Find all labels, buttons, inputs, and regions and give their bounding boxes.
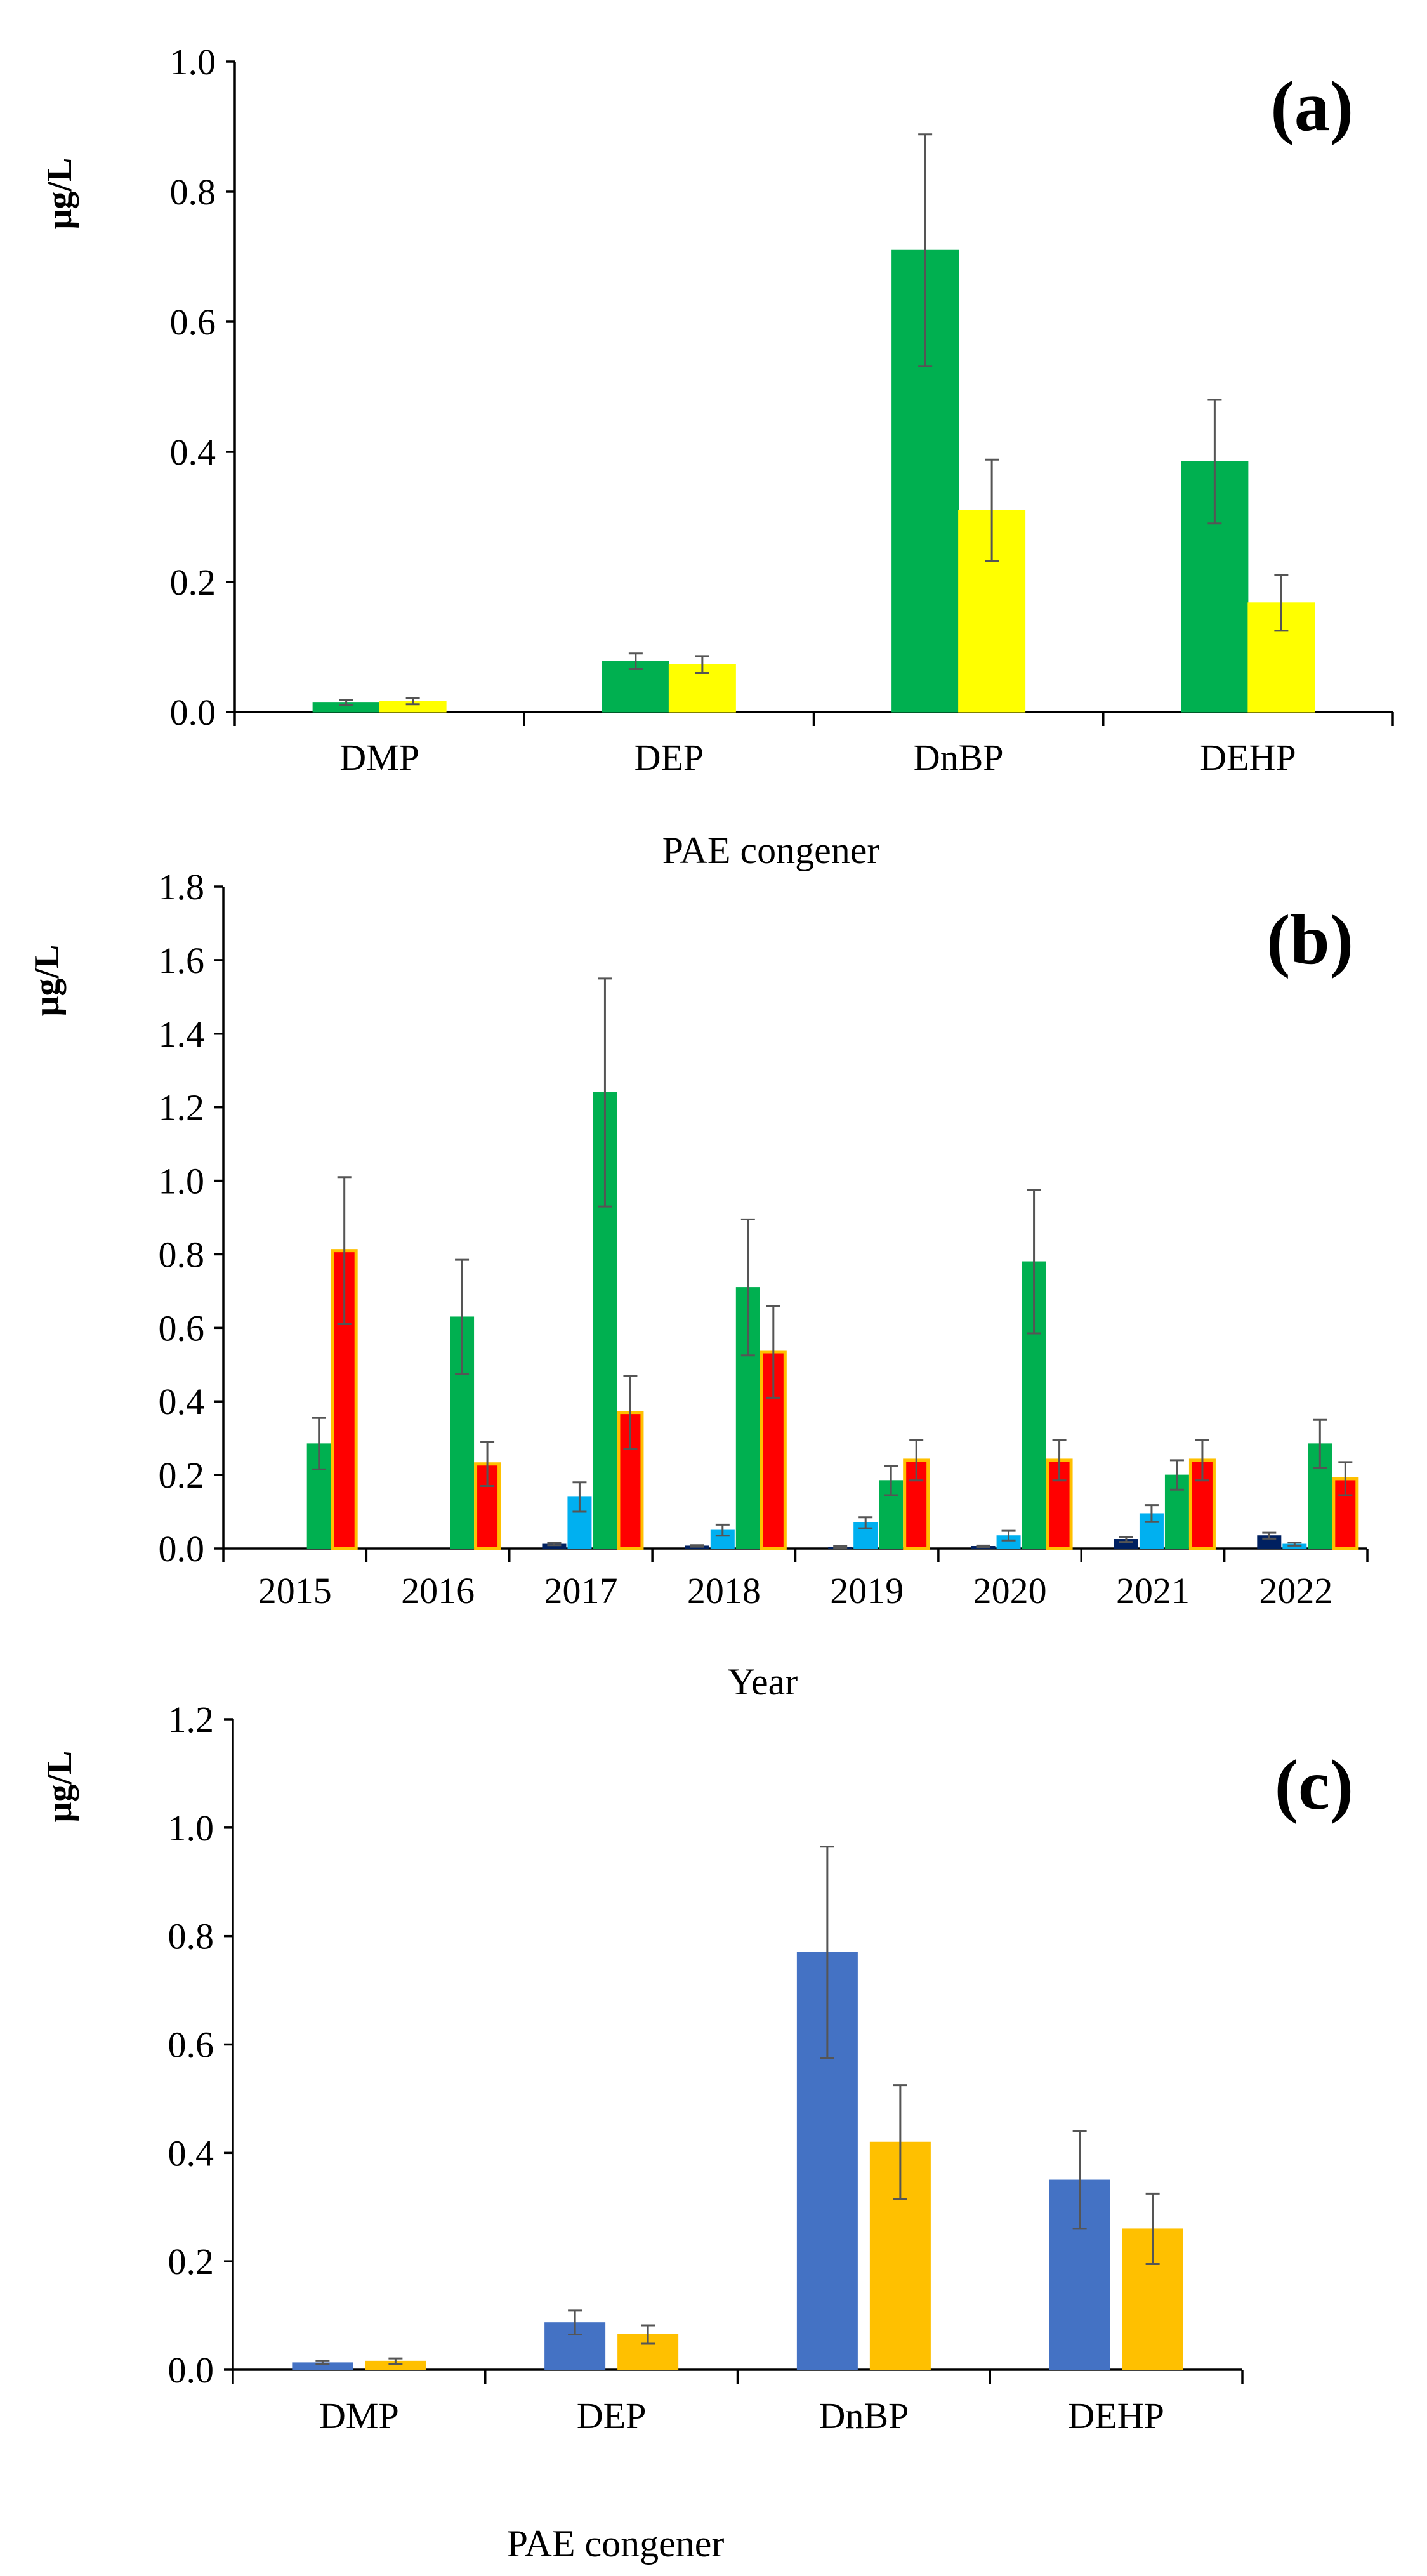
panel-a: 0.0 0.2 0.4 0.6 0.8 1.0 DMP DEP DnBP DEHP PAE cong… — [40, 41, 1394, 871]
x-tick-label: DEP — [635, 737, 704, 778]
y-tick-label: 1.0 — [170, 41, 216, 83]
panel-label: (b) — [1266, 901, 1353, 979]
x-tick-label: 2022 — [1259, 1570, 1332, 1611]
panel-b: 0.0 0.2 0.4 0.6 0.8 1.0 1.2 1.4 1.6 1.8 2015 2016 20… — [27, 866, 1369, 1703]
x-axis-title: PAE congener — [507, 2523, 725, 2565]
y-tick-label: 0.6 — [170, 301, 216, 343]
y-tick-label: 0.4 — [170, 432, 216, 473]
y-tick-label: 0.8 — [168, 1916, 214, 1957]
panel-label: (c) — [1275, 1746, 1353, 1825]
y-tick-label: 0.4 — [159, 1381, 205, 1422]
y-tick-label: 1.4 — [159, 1014, 205, 1055]
y-tick-label: 1.8 — [159, 866, 205, 908]
y-tick-label: 0.0 — [170, 692, 216, 733]
y-axis-title: μg/L — [40, 158, 79, 230]
x-axis-title: PAE congener — [662, 829, 880, 871]
y-tick-label: 0.2 — [170, 562, 216, 603]
y-tick-label: 0.8 — [170, 171, 216, 213]
x-tick-label: 2018 — [687, 1570, 761, 1611]
bar — [617, 2334, 679, 2370]
x-tick-label: 2021 — [1116, 1570, 1190, 1611]
x-tick-label: 2017 — [544, 1570, 617, 1611]
y-tick-label: 1.0 — [168, 1807, 214, 1849]
x-tick-label: DMP — [339, 737, 419, 778]
y-tick-label: 0.0 — [159, 1528, 205, 1569]
x-tick-label: DEP — [577, 2395, 647, 2436]
bar — [735, 1287, 760, 1549]
x-tick-label: DEHP — [1200, 737, 1296, 778]
y-tick-label: 0.2 — [159, 1455, 205, 1496]
x-tick-label: DEHP — [1068, 2395, 1164, 2436]
x-tick-label: 2015 — [258, 1570, 332, 1611]
y-tick-label: 0.8 — [159, 1234, 205, 1275]
y-tick-label: 0.4 — [168, 2132, 214, 2174]
x-tick-label: 2019 — [830, 1570, 904, 1611]
y-tick-label: 0.0 — [168, 2349, 214, 2391]
y-tick-label: 0.2 — [168, 2241, 214, 2282]
x-tick-label: 2016 — [401, 1570, 475, 1611]
x-axis-title: Year — [728, 1661, 798, 1703]
panel-c: 0.0 0.2 0.4 0.6 0.8 1.0 1.2 DMP DEP DnBP DEHP PAE c… — [40, 1699, 1353, 2565]
panel-label: (a) — [1270, 67, 1353, 146]
y-axis-title: μg/L — [40, 1751, 79, 1823]
y-tick-label: 1.0 — [159, 1161, 205, 1202]
y-tick-label: 1.2 — [159, 1087, 205, 1128]
x-tick-label: DnBP — [914, 737, 1004, 778]
y-tick-label: 0.6 — [159, 1307, 205, 1349]
x-tick-label: 2020 — [973, 1570, 1047, 1611]
x-tick-label: DMP — [319, 2395, 399, 2436]
y-tick-label: 1.6 — [159, 940, 205, 981]
x-tick-label: DnBP — [819, 2395, 909, 2436]
y-axis-title: μg/L — [27, 945, 67, 1017]
y-tick-label: 1.2 — [168, 1699, 214, 1740]
y-tick-label: 0.6 — [168, 2024, 214, 2066]
